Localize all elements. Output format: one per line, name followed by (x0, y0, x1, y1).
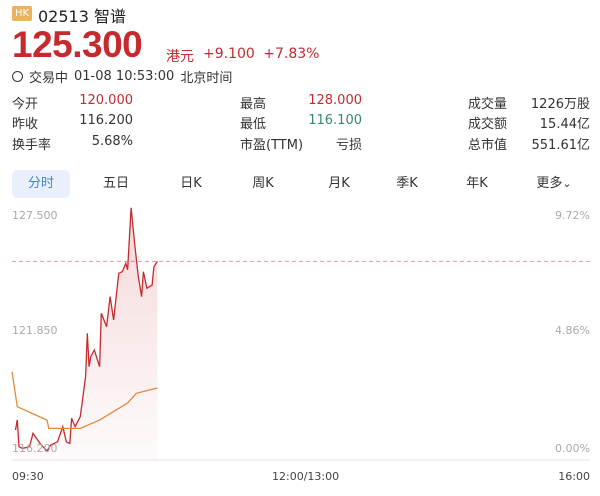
y-tick-label: 116.200 (12, 442, 58, 455)
stat-label: 昨收 (12, 117, 39, 132)
price-change: +9.100 +7.83% (203, 46, 319, 62)
status-text: 交易中 (29, 71, 69, 86)
stat-label: 最高 (240, 97, 267, 112)
pct-tick-label: 0.00% (555, 442, 590, 455)
stat-label: 今开 (12, 97, 39, 112)
status-circle-icon (12, 71, 23, 82)
tab-label: 分时 (27, 176, 54, 191)
tab-7[interactable]: 更多⌄ (525, 170, 583, 198)
tab-2[interactable]: 日K (162, 170, 220, 198)
average-price-line (11, 371, 158, 430)
current-price: 125.300 (12, 24, 143, 65)
stock-title: 02513 智谱 (38, 3, 126, 27)
y-tick-label: 121.850 (12, 324, 58, 337)
tab-label: 年K (466, 176, 488, 191)
chevron-down-icon: ⌄ (562, 177, 572, 190)
tab-label: 五日 (102, 176, 129, 191)
market-badge: HK (12, 6, 33, 21)
stat-label: 成交量 (468, 97, 508, 112)
stat-label: 换手率 (12, 138, 52, 153)
status-datetime: 01-08 10:53:00 (74, 69, 175, 84)
stat-value: 120.000 (79, 93, 133, 108)
stat-label: 总市值 (468, 138, 508, 153)
stat-value: 1226万股 (530, 97, 590, 112)
stat-label: 成交额 (468, 117, 508, 132)
status-timezone: 北京时间 (180, 71, 233, 86)
trading-status: 交易中 01-08 10:53:00 北京时间 (12, 67, 232, 86)
tab-4[interactable]: 月K (310, 170, 368, 198)
stat-value: 亏损 (335, 138, 362, 153)
change-amount: +9.100 (203, 46, 255, 62)
x-tick-label: 16:00 (558, 470, 590, 483)
tab-0[interactable]: 分时 (12, 170, 70, 198)
tab-3[interactable]: 周K (234, 170, 292, 198)
pct-tick-label: 4.86% (555, 324, 590, 337)
pct-tick-label: 9.72% (555, 209, 590, 222)
tab-label: 季K (396, 176, 418, 191)
tab-label: 日K (180, 176, 202, 191)
tab-label: 更多 (536, 176, 563, 191)
stat-value: 116.200 (79, 113, 133, 128)
stat-value: 116.100 (308, 113, 362, 128)
tab-label: 月K (328, 176, 350, 191)
stat-label: 最低 (240, 117, 267, 132)
stat-value: 5.68% (91, 134, 133, 149)
y-tick-label: 127.500 (12, 209, 58, 222)
stock-name: 智谱 (94, 7, 127, 26)
x-tick-label: 09:30 (12, 470, 44, 483)
tab-label: 周K (252, 176, 274, 191)
currency: 港元 (166, 49, 194, 65)
tab-6[interactable]: 年K (448, 170, 506, 198)
stat-value: 15.44亿 (539, 117, 590, 132)
change-percent: +7.83% (263, 46, 320, 62)
price-line (14, 207, 158, 453)
tab-5[interactable]: 季K (378, 170, 436, 198)
tab-1[interactable]: 五日 (87, 170, 145, 198)
stat-label: 市盈(TTM) (240, 138, 304, 153)
stock-code: 02513 (38, 7, 89, 26)
stat-value: 551.61亿 (531, 138, 591, 153)
x-tick-label: 12:00/13:00 (272, 470, 340, 483)
stat-value: 128.000 (308, 93, 362, 108)
price-area-fill (15, 207, 158, 460)
